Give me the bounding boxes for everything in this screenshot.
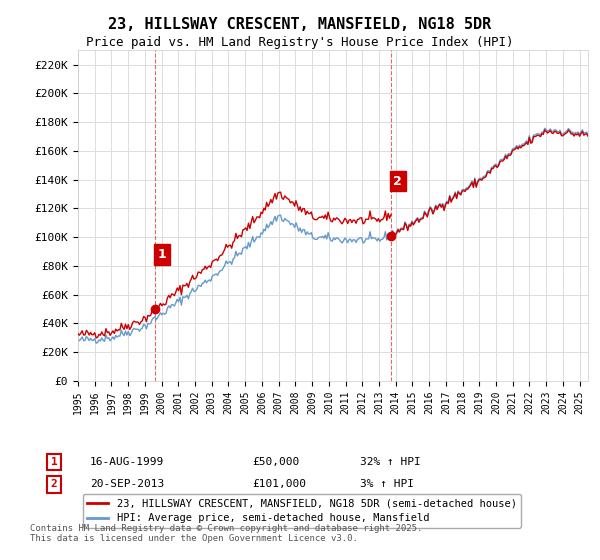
Text: £50,000: £50,000 [252, 457, 299, 467]
Legend: 23, HILLSWAY CRESCENT, MANSFIELD, NG18 5DR (semi-detached house), HPI: Average p: 23, HILLSWAY CRESCENT, MANSFIELD, NG18 5… [83, 494, 521, 528]
Text: 2: 2 [50, 479, 58, 489]
Text: 1: 1 [158, 248, 166, 261]
Text: £101,000: £101,000 [252, 479, 306, 489]
Text: 3% ↑ HPI: 3% ↑ HPI [360, 479, 414, 489]
Text: 20-SEP-2013: 20-SEP-2013 [90, 479, 164, 489]
Text: 16-AUG-1999: 16-AUG-1999 [90, 457, 164, 467]
Text: Price paid vs. HM Land Registry's House Price Index (HPI): Price paid vs. HM Land Registry's House … [86, 36, 514, 49]
Text: Contains HM Land Registry data © Crown copyright and database right 2025.
This d: Contains HM Land Registry data © Crown c… [30, 524, 422, 543]
Text: 32% ↑ HPI: 32% ↑ HPI [360, 457, 421, 467]
Text: 1: 1 [50, 457, 58, 467]
Text: 2: 2 [394, 175, 402, 188]
Text: 23, HILLSWAY CRESCENT, MANSFIELD, NG18 5DR: 23, HILLSWAY CRESCENT, MANSFIELD, NG18 5… [109, 17, 491, 32]
